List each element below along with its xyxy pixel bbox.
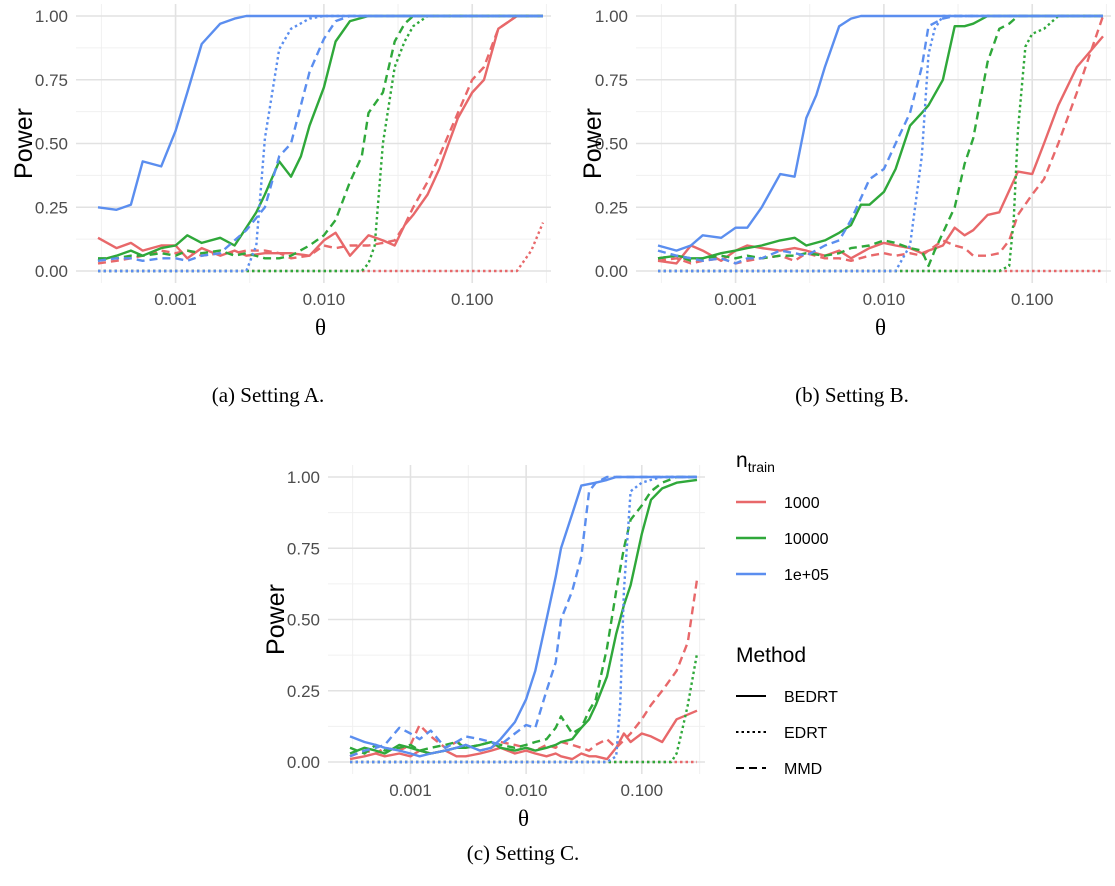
- series-line-1000-mmd: [349, 579, 699, 758]
- y-tick-label: 1.00: [35, 7, 68, 26]
- legend-label-edrt: EDRT: [784, 725, 827, 742]
- series-line-1e05-bedrt: [349, 475, 697, 758]
- legend-label-10000: 10000: [784, 531, 829, 548]
- x-tick-label: 0.001: [389, 781, 432, 800]
- y-tick-label: 0.00: [287, 753, 320, 772]
- series-line-1000-mmd: [97, 14, 543, 265]
- legend-ntrain-title: ntrain: [736, 449, 775, 475]
- legend-label-bedrt: BEDRT: [784, 689, 838, 706]
- y-tick-label: 0.50: [595, 135, 628, 154]
- x-axis-title: θ: [518, 806, 529, 831]
- panel-3: 0.00 0.25 0.50 0.75 1.00 0.001 0.010 0.100 Power…: [262, 465, 705, 865]
- y-tick-label: 1.00: [595, 7, 628, 26]
- series-line-1e05-bedrt: [97, 14, 543, 212]
- x-axis-title: θ: [315, 315, 326, 340]
- x-tick-label: 0.100: [1011, 290, 1054, 309]
- y-tick-label: 0.25: [595, 198, 628, 217]
- series-line-1e05-bedrt: [657, 14, 1103, 252]
- y-axis-title: Power: [10, 108, 38, 179]
- y-tick-label: 0.00: [595, 262, 628, 281]
- y-tick-label: 0.50: [287, 611, 320, 630]
- y-axis-title: Power: [262, 584, 290, 655]
- x-tick-label: 0.010: [863, 290, 906, 309]
- series-line-1e05-mmd: [349, 475, 697, 758]
- y-tick-label: 0.75: [35, 71, 68, 90]
- series-line-1000-bedrt: [97, 14, 543, 260]
- y-tick-label: 0.50: [35, 135, 68, 154]
- panel-2: 0.00 0.25 0.50 0.75 1.00 0.001 0.010 0.100 Power…: [579, 4, 1111, 407]
- x-tick-label: 0.001: [714, 290, 757, 309]
- series-line-1e05-edrt: [98, 14, 543, 273]
- series-line-1e05-mmd: [657, 14, 1103, 265]
- series-line-10000-mmd: [98, 14, 543, 260]
- y-tick-label: 1.00: [287, 468, 320, 487]
- y-tick-label: 0.75: [287, 539, 320, 558]
- x-tick-label: 0.100: [451, 290, 494, 309]
- series-line-10000-mmd: [657, 14, 1103, 268]
- x-tick-label: 0.001: [154, 290, 197, 309]
- y-tick-label: 0.00: [35, 262, 68, 281]
- panel-caption: (b) Setting B.: [795, 383, 909, 407]
- series-line-10000-bedrt: [349, 478, 698, 755]
- series-line-10000-bedrt: [657, 14, 1103, 260]
- series-line-1e05-mmd: [97, 14, 543, 262]
- series-line-1e05-edrt: [350, 475, 697, 764]
- panel-1: 0.00 0.25 0.50 0.75 1.00 0.001 0.010 0.100 Power…: [10, 4, 551, 407]
- y-tick-label: 0.75: [595, 71, 628, 90]
- series-line-1e05-edrt: [658, 14, 1103, 273]
- y-tick-label: 0.25: [287, 682, 320, 701]
- series-line-1000-bedrt: [657, 35, 1104, 265]
- panel-caption: (a) Setting A.: [212, 383, 325, 407]
- legend-method-title: Method: [736, 644, 806, 667]
- x-tick-label: 0.010: [505, 781, 548, 800]
- x-axis-title: θ: [875, 315, 886, 340]
- series-line-1000-mmd: [657, 15, 1105, 265]
- legend-label-mmd: MMD: [784, 761, 822, 778]
- panel-caption: (c) Setting C.: [467, 841, 580, 865]
- series-line-10000-bedrt: [97, 14, 543, 262]
- x-tick-label: 0.100: [621, 781, 664, 800]
- legend-label-1e05: 1e+05: [784, 567, 829, 584]
- y-tick-label: 0.25: [35, 198, 68, 217]
- legend-label-1000: 1000: [784, 495, 820, 512]
- legend: ntrain 1000 10000 1e+05 Method BEDRT EDR…: [736, 449, 838, 778]
- series-line-10000-edrt: [658, 14, 1103, 273]
- x-tick-label: 0.010: [303, 290, 346, 309]
- y-axis-title: Power: [579, 108, 607, 179]
